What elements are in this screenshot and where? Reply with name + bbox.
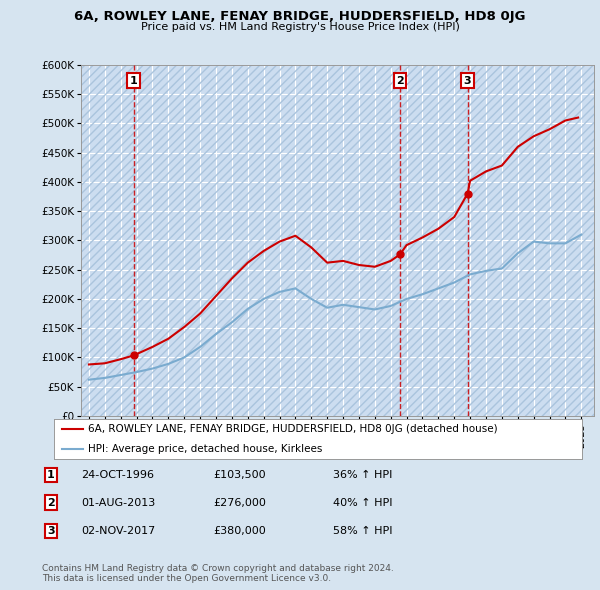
Text: 1: 1 [130,76,137,86]
Text: 1: 1 [47,470,55,480]
Text: 6A, ROWLEY LANE, FENAY BRIDGE, HUDDERSFIELD, HD8 0JG (detached house): 6A, ROWLEY LANE, FENAY BRIDGE, HUDDERSFI… [88,424,498,434]
Text: 58% ↑ HPI: 58% ↑ HPI [333,526,392,536]
Text: £276,000: £276,000 [213,498,266,507]
Text: 24-OCT-1996: 24-OCT-1996 [81,470,154,480]
Text: Contains HM Land Registry data © Crown copyright and database right 2024.
This d: Contains HM Land Registry data © Crown c… [42,563,394,583]
Text: HPI: Average price, detached house, Kirklees: HPI: Average price, detached house, Kirk… [88,444,323,454]
Text: 02-NOV-2017: 02-NOV-2017 [81,526,155,536]
Text: £103,500: £103,500 [213,470,266,480]
Text: 6A, ROWLEY LANE, FENAY BRIDGE, HUDDERSFIELD, HD8 0JG: 6A, ROWLEY LANE, FENAY BRIDGE, HUDDERSFI… [74,10,526,23]
Text: 3: 3 [47,526,55,536]
Text: £380,000: £380,000 [213,526,266,536]
Text: 2: 2 [47,498,55,507]
Text: 36% ↑ HPI: 36% ↑ HPI [333,470,392,480]
Text: 3: 3 [464,76,472,86]
Text: 01-AUG-2013: 01-AUG-2013 [81,498,155,507]
Text: 2: 2 [396,76,404,86]
Text: Price paid vs. HM Land Registry's House Price Index (HPI): Price paid vs. HM Land Registry's House … [140,22,460,32]
Text: 40% ↑ HPI: 40% ↑ HPI [333,498,392,507]
